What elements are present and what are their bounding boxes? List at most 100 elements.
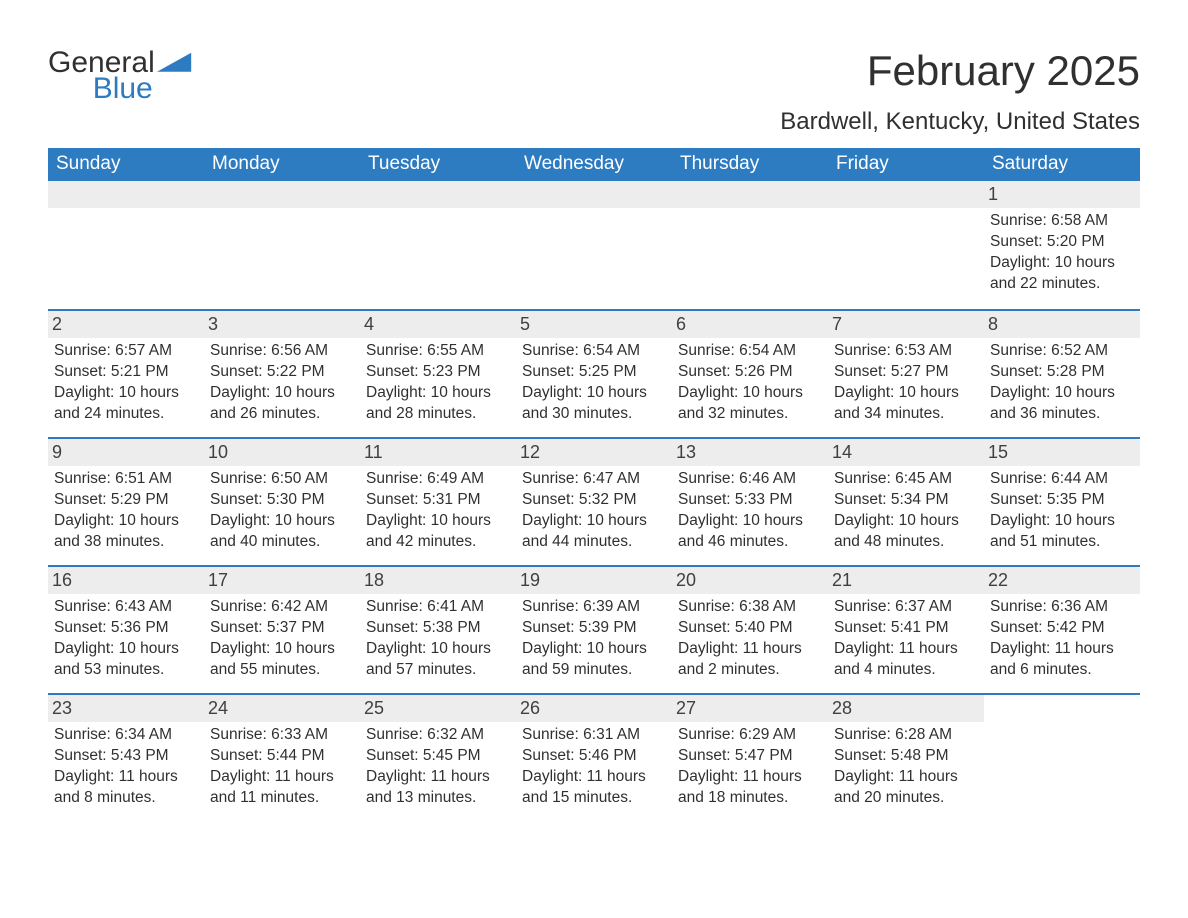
dl1-text: Daylight: 10 hours: [210, 383, 354, 404]
dl1-text: Daylight: 10 hours: [834, 383, 978, 404]
sunrise-text: Sunrise: 6:38 AM: [678, 597, 822, 618]
dl1-text: Daylight: 10 hours: [678, 511, 822, 532]
month-title: February 2025: [780, 48, 1140, 94]
sunset-text: Sunset: 5:34 PM: [834, 490, 978, 511]
brand-logo: General Blue: [48, 48, 195, 104]
sunrise-text: Sunrise: 6:39 AM: [522, 597, 666, 618]
sunset-text: Sunset: 5:28 PM: [990, 362, 1134, 383]
sunrise-text: Sunrise: 6:28 AM: [834, 725, 978, 746]
dl2-text: and 2 minutes.: [678, 660, 822, 681]
sunset-text: Sunset: 5:41 PM: [834, 618, 978, 639]
sunset-text: Sunset: 5:43 PM: [54, 746, 198, 767]
sunset-text: Sunset: 5:45 PM: [366, 746, 510, 767]
day-number: 13: [672, 439, 828, 466]
dl1-text: Daylight: 11 hours: [522, 767, 666, 788]
sunset-text: Sunset: 5:30 PM: [210, 490, 354, 511]
day-number: 7: [828, 311, 984, 338]
dl1-text: Daylight: 10 hours: [54, 383, 198, 404]
day-number: 1: [984, 181, 1140, 208]
day-cell: 14 Sunrise: 6:45 AMSunset: 5:34 PMDayligh…: [828, 439, 984, 565]
sunrise-text: Sunrise: 6:52 AM: [990, 341, 1134, 362]
sunrise-text: Sunrise: 6:33 AM: [210, 725, 354, 746]
dl1-text: Daylight: 11 hours: [210, 767, 354, 788]
day-number: 10: [204, 439, 360, 466]
dl2-text: and 48 minutes.: [834, 532, 978, 553]
dl2-text: and 51 minutes.: [990, 532, 1134, 553]
day-number: 25: [360, 695, 516, 722]
dl1-text: Daylight: 10 hours: [678, 383, 822, 404]
sunset-text: Sunset: 5:37 PM: [210, 618, 354, 639]
day-number: 15: [984, 439, 1140, 466]
day-number: [828, 181, 984, 208]
day-cell: 9Sunrise: 6:51 AMSunset: 5:29 PMDaylight…: [48, 439, 204, 565]
day-cell: 13Sunrise: 6:46 AMSunset: 5:33 PMDayligh…: [672, 439, 828, 565]
day-number: 23: [48, 695, 204, 722]
day-cell: 26Sunrise: 6:31 AMSunset: 5:46 PMDayligh…: [516, 695, 672, 821]
day-number: [672, 181, 828, 208]
sunset-text: Sunset: 5:35 PM: [990, 490, 1134, 511]
dl1-text: Daylight: 11 hours: [366, 767, 510, 788]
sunset-text: Sunset: 5:48 PM: [834, 746, 978, 767]
dl2-text: and 13 minutes.: [366, 788, 510, 809]
week-row: 16Sunrise: 6:43 AMSunset: 5:36 PMDayligh…: [48, 565, 1140, 693]
dl1-text: Daylight: 10 hours: [210, 639, 354, 660]
sunset-text: Sunset: 5:46 PM: [522, 746, 666, 767]
dl2-text: and 34 minutes.: [834, 404, 978, 425]
day-number: 14: [828, 439, 984, 466]
dl1-text: Daylight: 10 hours: [990, 383, 1134, 404]
day-number: 2: [48, 311, 204, 338]
sunrise-text: Sunrise: 6:47 AM: [522, 469, 666, 490]
dl2-text: and 4 minutes.: [834, 660, 978, 681]
day-number: 19: [516, 567, 672, 594]
weekday-header: Tuesday: [360, 148, 516, 181]
dl1-text: Daylight: 10 hours: [834, 511, 978, 532]
dl1-text: Daylight: 10 hours: [522, 383, 666, 404]
sunrise-text: Sunrise: 6:37 AM: [834, 597, 978, 618]
day-number: 12: [516, 439, 672, 466]
day-cell-empty: [828, 181, 984, 309]
day-cell: 18Sunrise: 6:41 AMSunset: 5:38 PMDayligh…: [360, 567, 516, 693]
day-cell-empty: [360, 181, 516, 309]
week-row: 1Sunrise: 6:58 AMSunset: 5:20 PMDaylight…: [48, 181, 1140, 309]
day-number: 6: [672, 311, 828, 338]
dl2-text: and 57 minutes.: [366, 660, 510, 681]
sunrise-text: Sunrise: 6:29 AM: [678, 725, 822, 746]
dl2-text: and 24 minutes.: [54, 404, 198, 425]
sunrise-text: Sunrise: 6:45 AM: [834, 469, 978, 490]
sunset-text: Sunset: 5:42 PM: [990, 618, 1134, 639]
dl2-text: and 55 minutes.: [210, 660, 354, 681]
dl2-text: and 38 minutes.: [54, 532, 198, 553]
sunrise-text: Sunrise: 6:50 AM: [210, 469, 354, 490]
day-number: 27: [672, 695, 828, 722]
sunrise-text: Sunrise: 6:55 AM: [366, 341, 510, 362]
day-cell-empty: [672, 181, 828, 309]
day-number: 17: [204, 567, 360, 594]
day-cell: 23Sunrise: 6:34 AMSunset: 5:43 PMDayligh…: [48, 695, 204, 821]
day-number: 5: [516, 311, 672, 338]
sunset-text: Sunset: 5:23 PM: [366, 362, 510, 383]
day-number: 9: [48, 439, 204, 466]
sunrise-text: Sunrise: 6:42 AM: [210, 597, 354, 618]
day-number: [48, 181, 204, 208]
day-cell-empty: [516, 181, 672, 309]
dl1-text: Daylight: 10 hours: [366, 511, 510, 532]
day-number: 20: [672, 567, 828, 594]
sunset-text: Sunset: 5:29 PM: [54, 490, 198, 511]
sunrise-text: Sunrise: 6:34 AM: [54, 725, 198, 746]
weekday-header: Sunday: [48, 148, 204, 181]
day-number: 18: [360, 567, 516, 594]
weekday-header: Thursday: [672, 148, 828, 181]
sunset-text: Sunset: 5:22 PM: [210, 362, 354, 383]
sunset-text: Sunset: 5:38 PM: [366, 618, 510, 639]
brand-flag-icon: [157, 52, 195, 82]
day-number: 26: [516, 695, 672, 722]
dl2-text: and 42 minutes.: [366, 532, 510, 553]
dl1-text: Daylight: 10 hours: [522, 511, 666, 532]
dl2-text: and 44 minutes.: [522, 532, 666, 553]
dl2-text: and 59 minutes.: [522, 660, 666, 681]
day-cell: 22Sunrise: 6:36 AMSunset: 5:42 PMDayligh…: [984, 567, 1140, 693]
day-number: 16: [48, 567, 204, 594]
day-number: 28: [828, 695, 984, 722]
day-cell: 16Sunrise: 6:43 AMSunset: 5:36 PMDayligh…: [48, 567, 204, 693]
day-cell: 28Sunrise: 6:28 AMSunset: 5:48 PMDayligh…: [828, 695, 984, 821]
